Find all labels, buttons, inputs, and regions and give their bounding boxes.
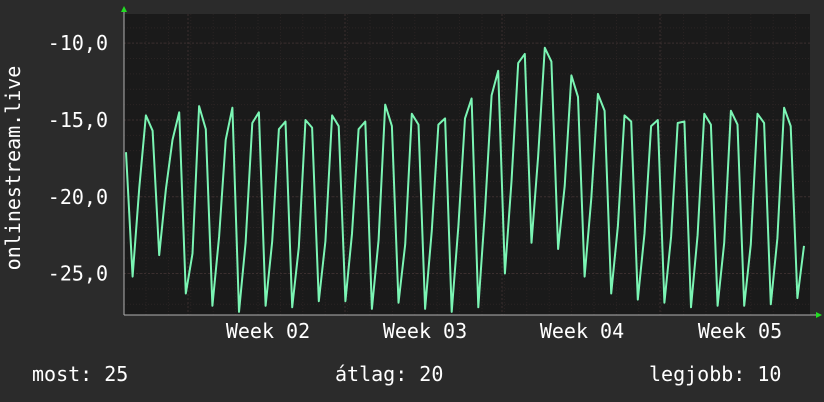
- series-line: [125, 46, 805, 313]
- y-tick-labels: -10,0 -15,0 -20,0 -25,0: [48, 31, 108, 285]
- series: [125, 46, 805, 313]
- x-tick-label: Week 03: [383, 319, 467, 343]
- max-value: legjobb: 10: [649, 362, 782, 386]
- grid: [124, 14, 810, 315]
- current-value: most: 25: [32, 362, 129, 386]
- axes: [121, 6, 822, 318]
- plot-background: [124, 14, 810, 315]
- x-tick-label: Week 02: [226, 319, 310, 343]
- x-tick-labels: Week 02 Week 03 Week 04 Week 05: [226, 319, 782, 343]
- x-axis-arrow: [816, 312, 822, 318]
- y-axis-arrow: [121, 6, 127, 12]
- x-tick-label: Week 05: [698, 319, 782, 343]
- y-tick-label: -25,0: [48, 262, 108, 286]
- y-tick-label: -15,0: [48, 108, 108, 132]
- average-value: átlag: 20: [335, 362, 444, 386]
- x-tick-label: Week 04: [540, 319, 624, 343]
- y-tick-label: -10,0: [48, 31, 108, 55]
- y-tick-label: -20,0: [48, 185, 108, 209]
- y-axis-label: onlinestream.live: [1, 66, 25, 271]
- plot-area: [124, 14, 810, 315]
